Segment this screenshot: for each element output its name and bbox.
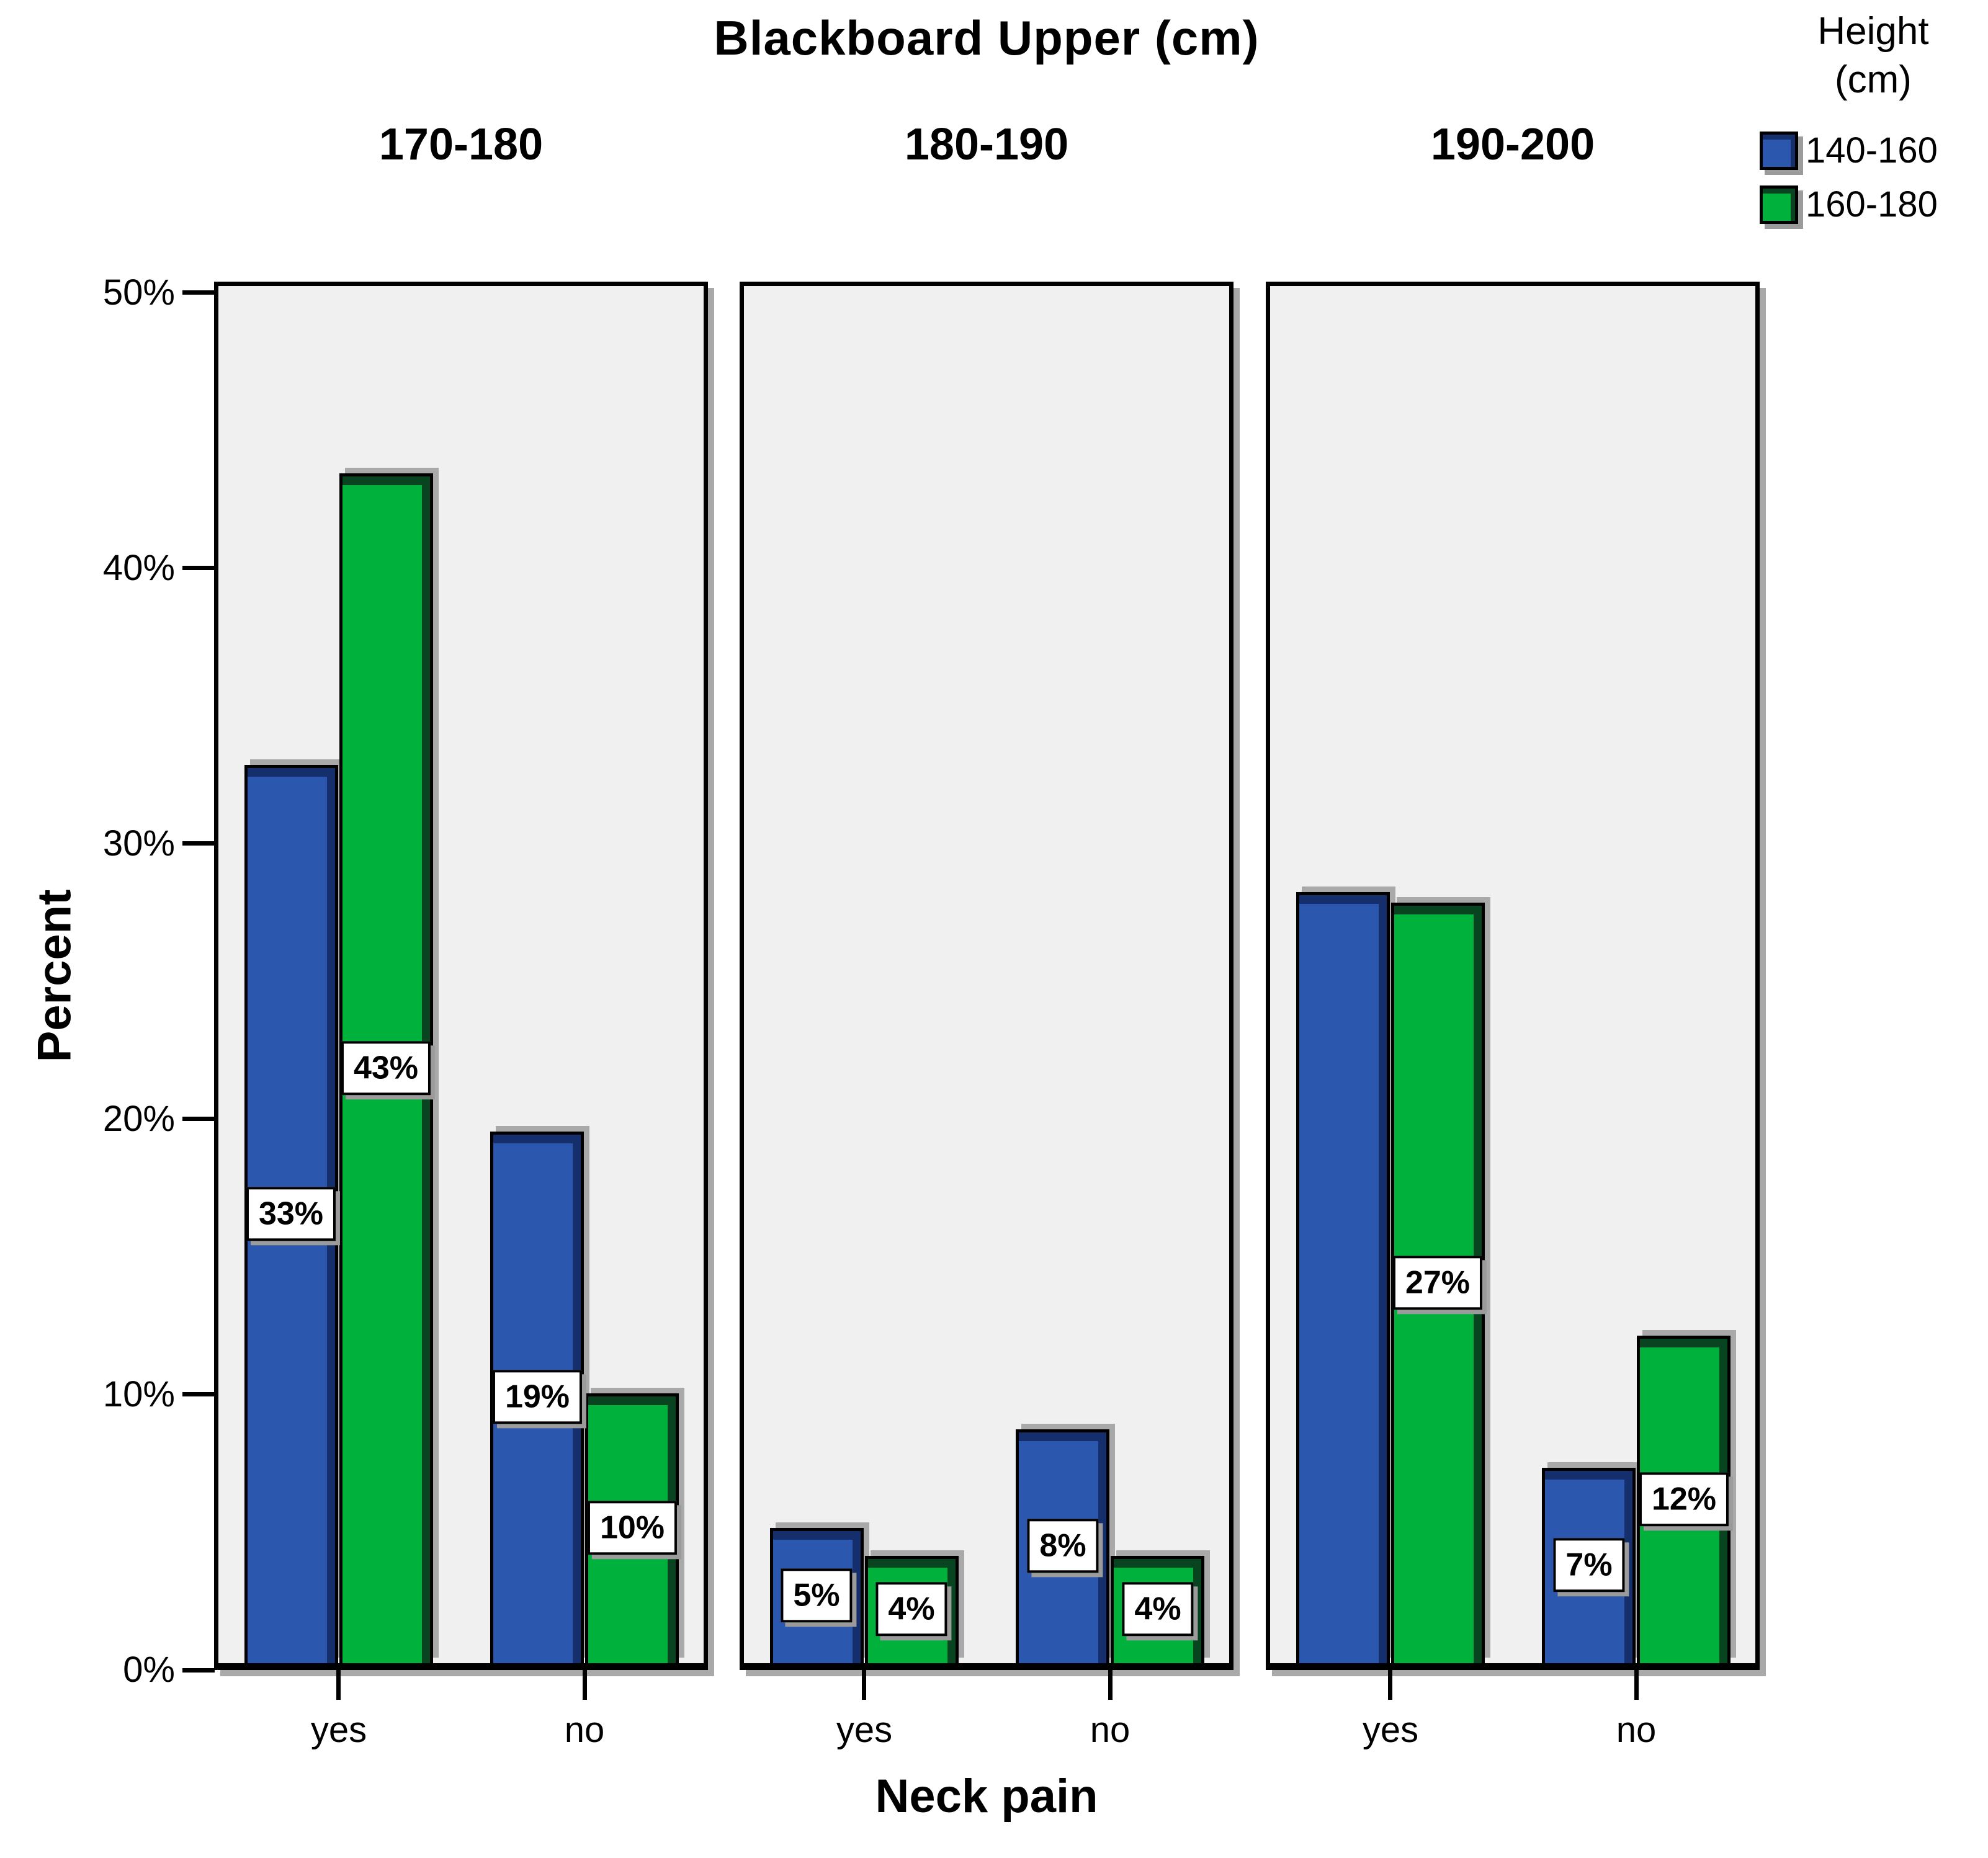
y-tick-label: 50% <box>102 272 175 313</box>
bar-value-label: 8% <box>1027 1519 1099 1573</box>
x-tick <box>862 1669 866 1700</box>
facet-panel: 33% 43% 19% 10% <box>214 282 708 1670</box>
x-tick-label: yes <box>836 1710 893 1750</box>
facet-panel-inner: 33% 43% 19% 10% <box>218 286 704 1663</box>
bar-value-label: 19% <box>492 1370 583 1424</box>
legend-title-line1: Height <box>1817 10 1929 53</box>
bar-value-label: 10% <box>587 1501 678 1555</box>
legend-swatch <box>1760 185 1798 224</box>
x-tick <box>336 1669 341 1700</box>
x-tick-label: yes <box>1362 1710 1419 1750</box>
y-tick <box>182 841 215 846</box>
bar-value-label: 27% <box>1392 1256 1483 1310</box>
x-tick-label: yes <box>310 1710 367 1750</box>
y-tick <box>182 290 215 295</box>
legend-items: 140-160 160-180 <box>1760 130 1987 225</box>
y-tick-label: 10% <box>102 1373 175 1414</box>
bar-value-label: 12% <box>1639 1472 1729 1527</box>
legend-swatch <box>1760 131 1798 170</box>
panel-header: 180-190 <box>904 120 1069 169</box>
panel-header: 190-200 <box>1430 120 1595 169</box>
legend-item: 160-180 <box>1760 184 1987 225</box>
bar-value-label: 5% <box>781 1568 853 1623</box>
y-tick <box>182 1392 215 1397</box>
panel-header: 170-180 <box>378 120 544 169</box>
facet-panel: 5% 4% 8% 4% <box>740 282 1234 1670</box>
bar-value-label: 4% <box>875 1582 947 1637</box>
x-tick-label: no <box>1616 1710 1657 1750</box>
legend: Height (cm) 140-160 160-180 <box>1760 7 1987 238</box>
y-tick <box>182 1668 215 1673</box>
x-tick <box>583 1669 587 1700</box>
facet-panel: 27% 7% 12% <box>1266 282 1760 1670</box>
bar-value-label: 7% <box>1553 1538 1625 1592</box>
x-axis-title: Neck pain <box>875 1770 1098 1823</box>
x-tick <box>1634 1669 1639 1700</box>
x-tick-label: no <box>1090 1710 1131 1750</box>
facet-panel-inner: 5% 4% 8% 4% <box>744 286 1229 1663</box>
legend-item-label: 160-180 <box>1806 184 1938 225</box>
y-tick-label: 30% <box>102 823 175 864</box>
y-tick-label: 20% <box>102 1098 175 1139</box>
y-tick <box>182 566 215 571</box>
bar-140-160-yes <box>1296 892 1390 1663</box>
legend-title-line2: (cm) <box>1835 58 1912 101</box>
x-tick <box>1108 1669 1113 1700</box>
y-tick <box>182 1117 215 1122</box>
bar-value-label: 4% <box>1122 1582 1194 1637</box>
y-tick-label: 40% <box>102 547 175 588</box>
legend-item-label: 140-160 <box>1806 130 1938 171</box>
legend-title: Height (cm) <box>1760 7 1987 104</box>
x-tick-label: no <box>564 1710 605 1750</box>
facet-panel-inner: 27% 7% 12% <box>1270 286 1755 1663</box>
legend-item: 140-160 <box>1760 130 1987 171</box>
y-axis-title: Percent <box>28 889 81 1063</box>
bar-value-label: 43% <box>341 1041 431 1096</box>
x-tick <box>1388 1669 1392 1700</box>
chart-title: Blackboard Upper (cm) <box>714 11 1260 65</box>
bar-value-label: 33% <box>246 1187 336 1241</box>
y-tick-label: 0% <box>123 1650 175 1690</box>
